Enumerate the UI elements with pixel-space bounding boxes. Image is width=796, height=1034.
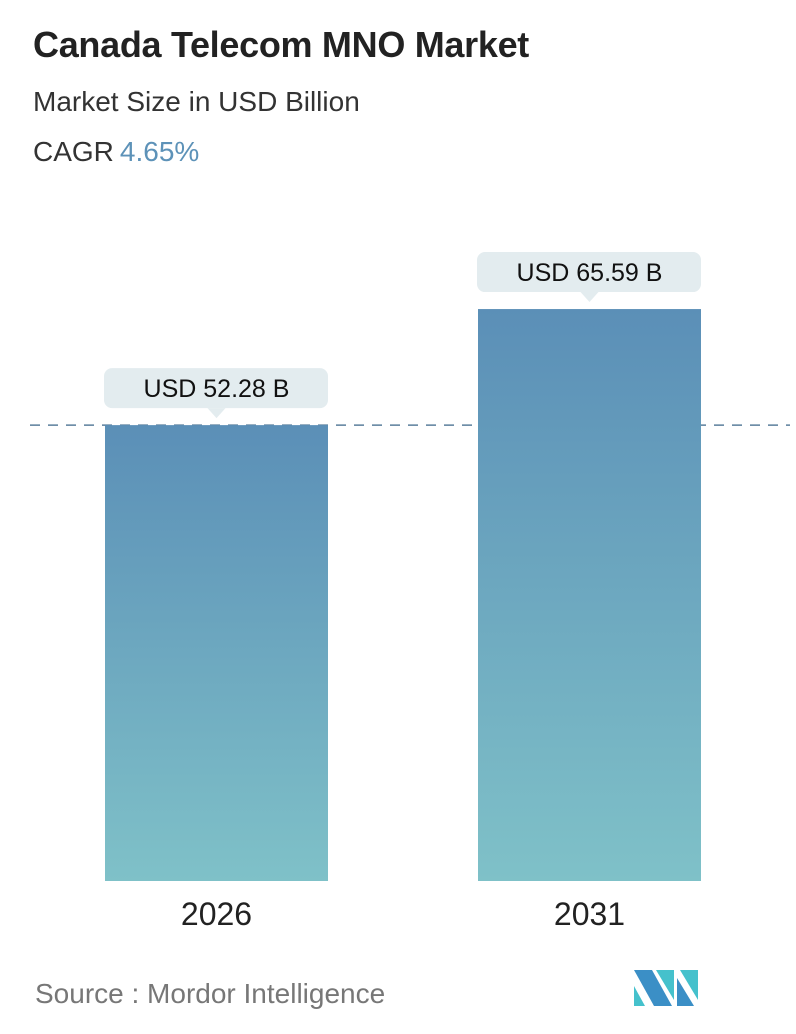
bar-chart: USD 52.28 B 2026 USD 65.59 B 2031 — [30, 252, 790, 932]
chart-title: Canada Telecom MNO Market — [33, 24, 529, 65]
x-tick-label: 2031 — [554, 896, 625, 932]
data-label-box — [104, 368, 328, 409]
cagr: CAGR 4.65% — [33, 136, 199, 168]
data-label-pointer — [207, 408, 226, 419]
bar-2026 — [105, 425, 328, 881]
cagr-value: 4.65% — [119, 136, 200, 167]
data-label: USD 65.59 B — [517, 259, 663, 287]
cagr-label: CAGR — [33, 136, 114, 167]
source-text: Source : Mordor Intelligence — [35, 978, 386, 1009]
data-label-pointer — [580, 292, 599, 303]
data-label-box — [477, 252, 701, 293]
x-tick-label: 2026 — [181, 896, 252, 932]
mordor-logo-icon — [634, 970, 698, 1006]
bar-2031 — [478, 309, 701, 882]
data-label: USD 52.28 B — [144, 375, 290, 403]
chart-subtitle: Market Size in USD Billion — [33, 86, 360, 117]
